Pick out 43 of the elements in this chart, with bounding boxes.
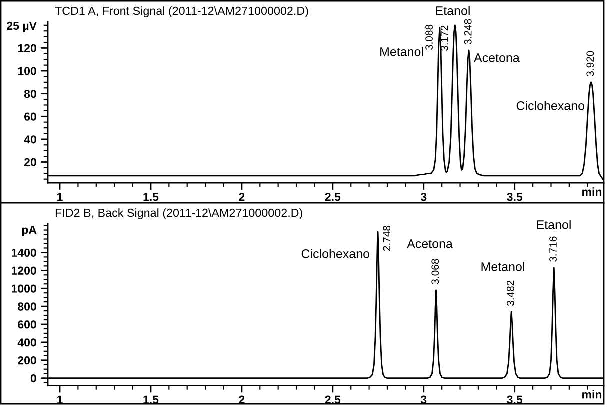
- annotation: Acetona: [474, 54, 520, 62]
- annotation: 3.716: [550, 236, 557, 262]
- x-tick-label: 2.5: [325, 193, 341, 202]
- y-tick-label: 1400: [12, 248, 36, 258]
- y-tick-label: 40: [24, 136, 36, 144]
- y-tick-label: 100: [18, 67, 36, 76]
- x-tick-label: 3: [420, 193, 427, 202]
- y-tick-label: 1200: [12, 266, 36, 275]
- y-tick-label: 60: [24, 112, 36, 121]
- x-tick-label: 1: [58, 193, 63, 202]
- x-axis-title: min: [582, 390, 602, 399]
- y-tick-label: 1000: [12, 284, 36, 293]
- annotation: Acetona: [407, 240, 453, 248]
- y-tick-label: 600: [18, 320, 36, 329]
- annotation: 3.248: [464, 19, 472, 45]
- annotation: Ciclohexano: [516, 101, 584, 110]
- y-axis-title: pA: [22, 226, 37, 236]
- annotation: 3.088: [426, 24, 433, 50]
- y-tick-label: 0: [30, 374, 36, 383]
- annotation: 3.920: [586, 51, 594, 76]
- y-tick-label: 80: [24, 90, 36, 98]
- annotation: 3.482: [506, 280, 514, 306]
- annotation: 3.068: [432, 259, 440, 284]
- y-tick-label: 800: [18, 302, 36, 311]
- y-tick-label: 20: [24, 158, 36, 167]
- chart-title: TCD1 A, Front Signal (2011-12\AM271000002.D): [55, 6, 308, 18]
- y-tick-label: 120: [18, 44, 36, 53]
- annotation: 2.748: [383, 226, 391, 252]
- annotation: 3.172: [440, 26, 448, 51]
- annotation: Etanol: [537, 220, 571, 230]
- x-tick-label: 3.5: [507, 396, 523, 404]
- text: Etanol: [436, 6, 470, 16]
- y-tick-label: 400: [18, 338, 36, 347]
- y-tick-label: 200: [18, 356, 36, 365]
- x-axis-title: min: [582, 188, 602, 196]
- chart-title: FID2 B, Back Signal (2011-12\AM271000002.D): [56, 208, 302, 220]
- y-axis-title: 25 µV: [7, 22, 37, 32]
- annotation: Metanol: [482, 262, 524, 272]
- annotation: Ciclohexano: [302, 249, 370, 258]
- x-tick-label: 2: [239, 193, 245, 202]
- x-tick-label: 1.5: [144, 193, 159, 202]
- x-tick-label: 3.5: [507, 193, 523, 202]
- annotation: Metanol: [380, 47, 424, 56]
